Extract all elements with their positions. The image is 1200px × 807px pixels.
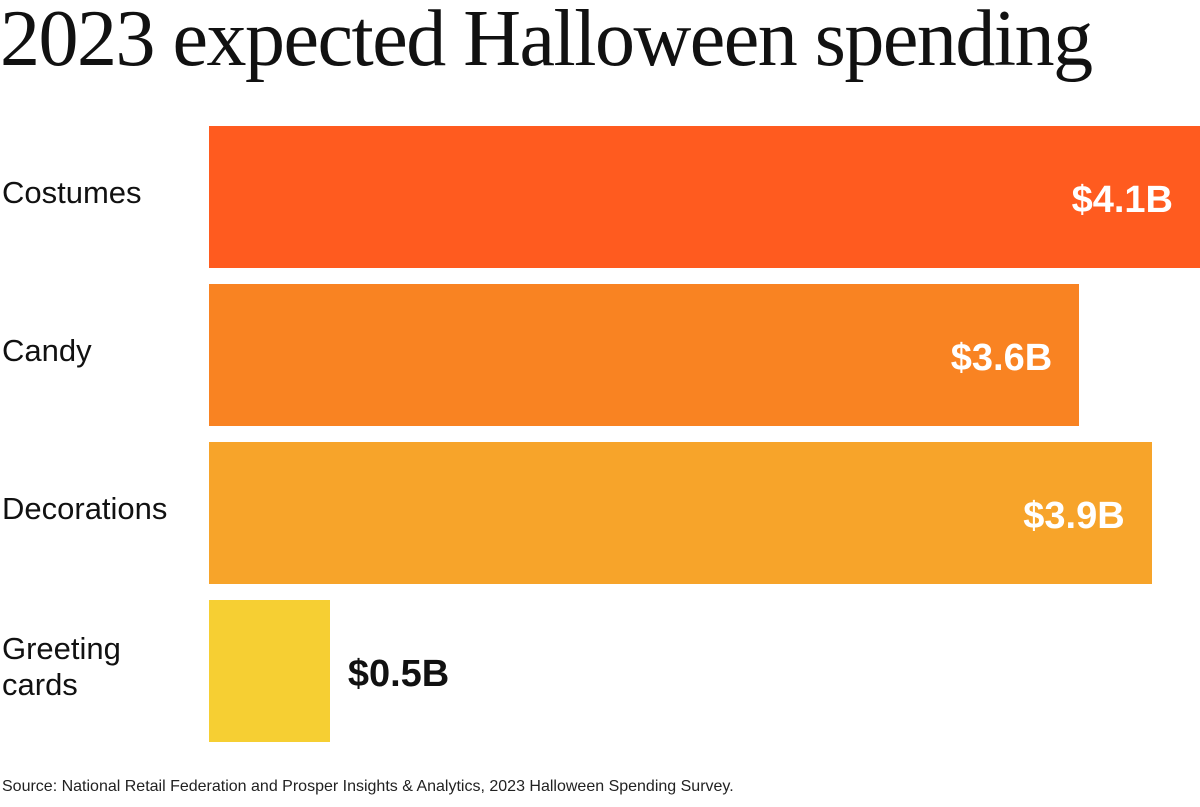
category-label: Decorations — [2, 491, 168, 526]
source-note: Source: National Retail Federation and P… — [2, 778, 734, 795]
bar-costumes — [209, 126, 1200, 268]
category-label: cards — [2, 667, 78, 702]
value-label: $3.6B — [950, 337, 1053, 379]
bar-decorations — [209, 442, 1152, 584]
category-label: Candy — [2, 333, 92, 368]
value-label: $4.1B — [1071, 179, 1173, 221]
category-label: Greeting — [2, 631, 121, 666]
category-label: Costumes — [2, 175, 142, 210]
chart-title: 2023 expected Halloween spending — [0, 0, 1093, 83]
value-label: $3.9B — [1023, 495, 1125, 537]
bar-candy — [209, 284, 1080, 426]
bar-greeting-cards — [209, 600, 330, 742]
value-label: $0.5B — [347, 653, 450, 695]
